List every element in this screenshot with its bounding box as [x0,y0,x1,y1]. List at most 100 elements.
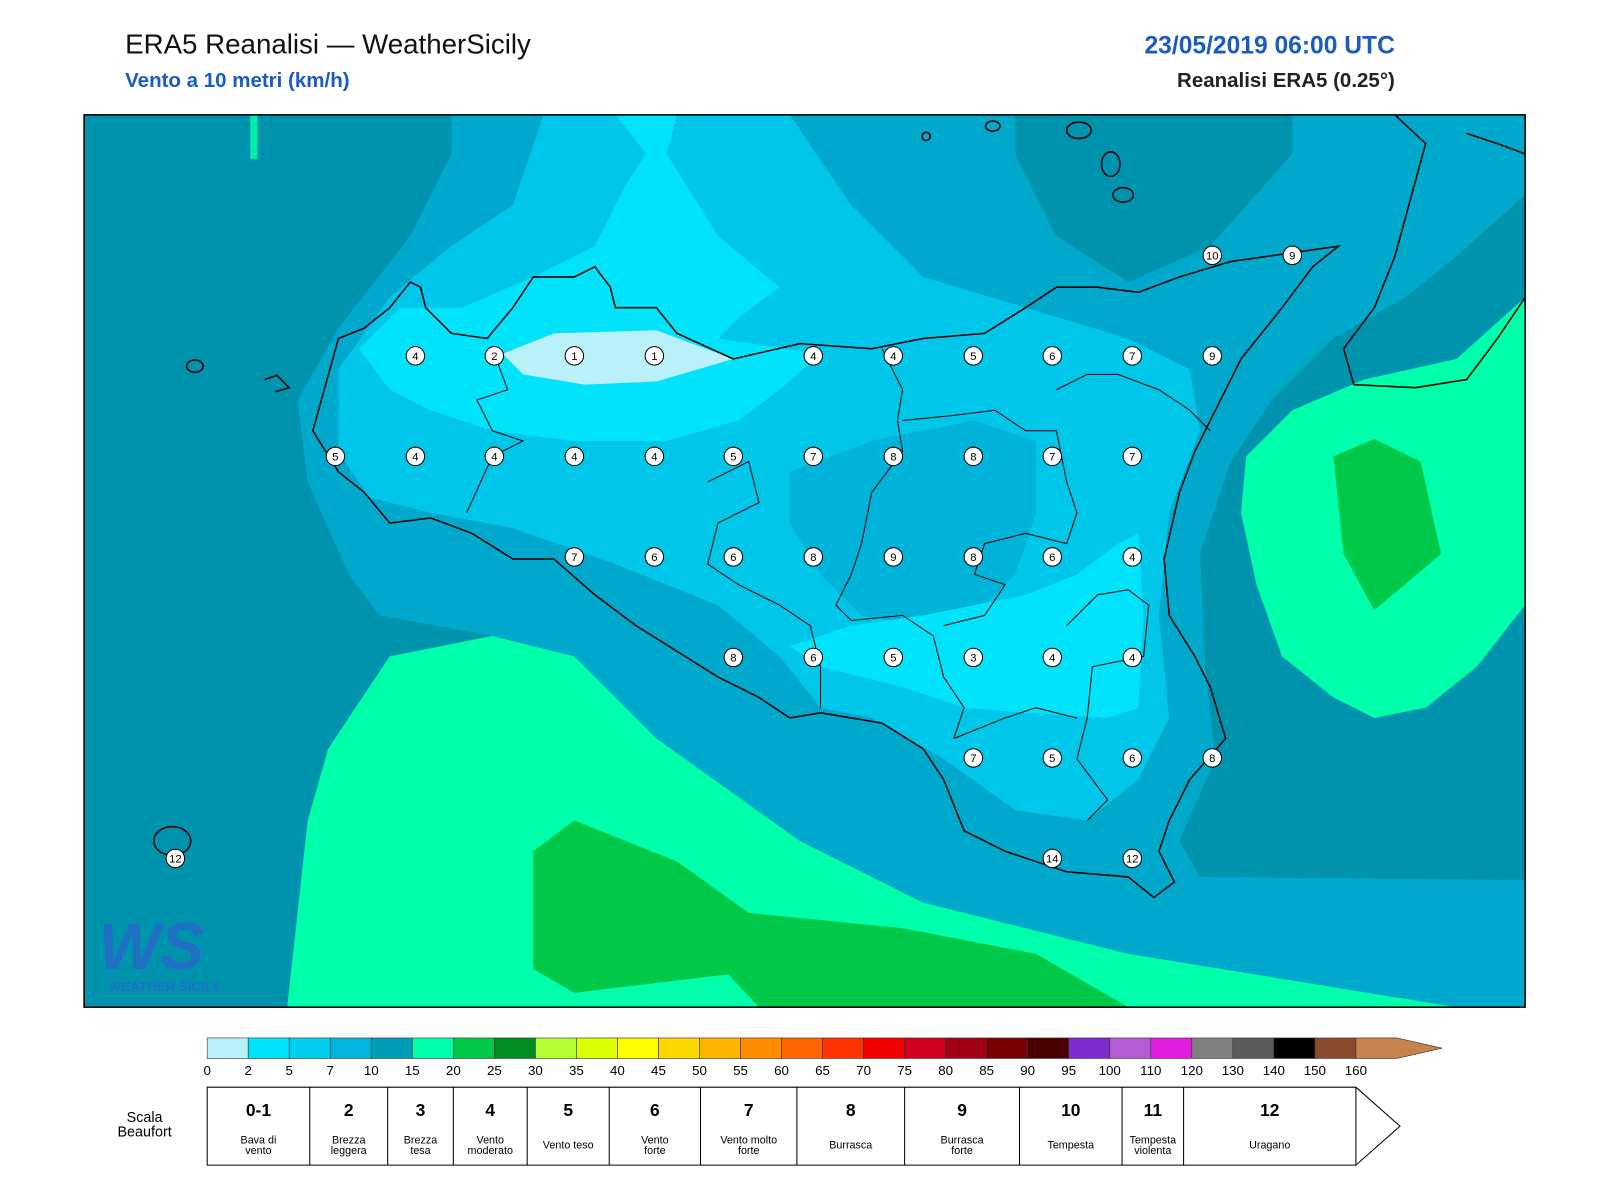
colorbar-segment [1314,1037,1357,1059]
beaufort-force: 9 [957,1100,967,1120]
station-value: 8 [1209,753,1215,765]
beaufort-force: 0-1 [246,1100,271,1120]
station-marker [1282,245,1303,266]
station-value: 9 [890,552,896,564]
beaufort-force: 6 [650,1100,660,1120]
station-value: 4 [412,452,418,464]
colorbar-tick-label: 130 [1222,1063,1244,1078]
station-marker [963,547,984,567]
beaufort-name: forte [738,1145,760,1157]
station-marker [1122,346,1143,366]
field [533,820,1129,1008]
station-value: 8 [970,552,976,564]
colorbar-segment [781,1037,823,1059]
beaufort-force: 5 [563,1100,573,1120]
colorbar-tick-label: 7 [327,1063,334,1078]
colorbar-segment [986,1037,1028,1059]
station-marker [1122,748,1143,768]
beaufort-label: Beaufort [117,1124,171,1140]
station-marker [1042,346,1063,366]
station-value: 8 [730,653,736,665]
station-marker [963,647,984,668]
colorbar-tick-label: 65 [815,1063,830,1078]
station-value: 1 [571,351,577,363]
beaufort-name: leggera [331,1145,367,1157]
map-frame [83,114,1526,1008]
station-marker [644,547,665,567]
station-marker [1042,547,1063,567]
station-marker [1042,748,1063,768]
beaufort-name: tesa [410,1145,430,1157]
station-value: 4 [1049,653,1055,665]
beaufort-name: Burrasca [829,1140,872,1152]
station-marker [644,446,665,467]
station-marker [644,346,665,366]
beaufort-name: Burrasca [941,1135,984,1147]
coastline [153,114,1526,899]
field [789,533,1144,718]
station-marker [963,346,984,366]
colorbar-segment [904,1037,946,1059]
colorbar-segment [945,1037,987,1059]
station-value: 7 [1049,452,1055,464]
station-value: 12 [1126,854,1139,866]
colorbar-segment [576,1037,618,1059]
colorbar-tick-label: 100 [1099,1063,1121,1078]
colorbar-segment [617,1037,659,1059]
station-value: 10 [1206,250,1219,262]
beaufort-name: moderato [468,1145,513,1157]
station-marker [883,346,904,366]
station-value: 6 [1129,753,1135,765]
station-value: 6 [1049,552,1055,564]
station-marker [723,446,744,467]
station-marker [1122,547,1143,567]
colorbar-tick-label: 40 [610,1063,625,1078]
station-marker [1202,748,1223,768]
beaufort-force: 7 [744,1100,754,1120]
station-marker [723,547,744,567]
station-value: 4 [491,452,497,464]
colorbar-segment [1109,1037,1152,1059]
colorbar-tick-label: 20 [446,1063,461,1078]
station-value: 7 [571,552,577,564]
colorbar-segment [699,1037,741,1059]
station-marker [1042,647,1063,668]
field [502,330,734,385]
station-value: 3 [970,653,976,665]
station-value: 6 [810,653,816,665]
station-marker [1122,446,1143,467]
station-value: 1 [651,351,657,363]
colorbar-segment [206,1037,249,1059]
colorbar-tick-label: 120 [1181,1063,1203,1078]
colorbar-tick-label: 0 [203,1063,210,1078]
colorbar-tick-label: 140 [1263,1063,1285,1078]
colorbar-segment [1232,1037,1275,1059]
beaufort-name: Bava di [241,1135,277,1147]
station-value: 12 [169,854,182,866]
beaufort-name: Brezza [404,1135,437,1147]
station-value: 7 [810,452,816,464]
colorbar-segment [494,1037,536,1059]
station-marker [883,547,904,567]
beaufort-force: 8 [846,1100,856,1120]
colorbar-segment [863,1037,905,1059]
beaufort-name: Tempesta [1130,1135,1177,1147]
station-marker [405,346,426,366]
station-marker [883,446,904,467]
colorbar-tick-label: 110 [1140,1063,1161,1078]
beaufort-name: vento [245,1145,271,1157]
logo-text: WEATHER SICILY [109,979,221,994]
field [250,114,258,159]
colorbar-tick-label: 75 [897,1063,912,1078]
beaufort-name: Vento [477,1135,505,1147]
subtitle: Vento a 10 metri (km/h) [125,69,349,92]
colorbar-segment [411,1037,454,1059]
station-value: 5 [970,351,976,363]
station-value: 6 [1049,351,1055,363]
station-marker [963,446,984,467]
station-marker [165,848,186,869]
colorbar-segment [370,1037,413,1059]
colorbar: 0 2 5 7 10 15 20 25 30 35 40 45 50 55 60 65 70 75 80 85 90 95… [203,1037,1443,1078]
